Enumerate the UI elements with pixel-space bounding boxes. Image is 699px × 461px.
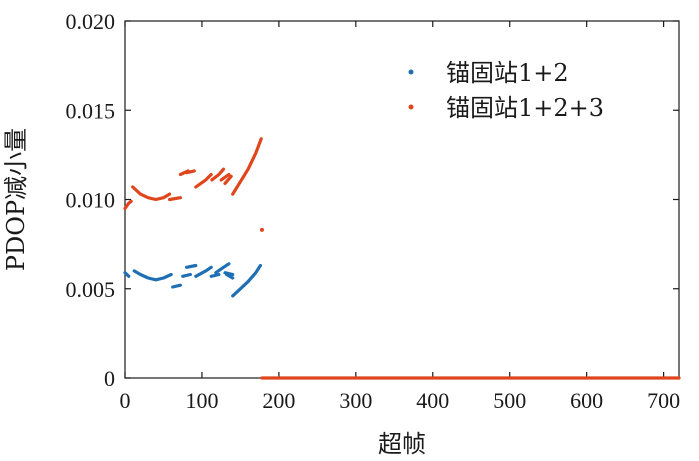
x-tick-label: 700 — [647, 388, 680, 413]
x-tick-label: 100 — [185, 388, 218, 413]
axes: 0 100 200 300 400 500 600 700 0 0.005 0.010 0.015 0.… — [66, 9, 681, 413]
data-segment — [123, 199, 133, 210]
x-tick-label: 300 — [339, 388, 372, 413]
x-tick-label: 0 — [120, 388, 131, 413]
data-segment — [168, 196, 182, 202]
legend-marker — [408, 69, 414, 75]
series-1 — [123, 262, 262, 298]
data-segment — [171, 283, 182, 289]
plot-area — [123, 137, 681, 380]
data-segment — [231, 263, 262, 298]
data-segment — [214, 262, 231, 275]
legend-marker — [408, 104, 414, 110]
y-tick-label: 0 — [104, 366, 115, 391]
data-segment — [131, 185, 172, 202]
x-tick-label: 600 — [570, 388, 603, 413]
y-tick-label: 0.015 — [66, 98, 116, 123]
data-segment — [132, 269, 173, 282]
data-point — [259, 227, 264, 232]
data-segment — [231, 137, 263, 196]
y-tick-label: 0.020 — [66, 9, 116, 34]
data-segment — [225, 272, 235, 280]
data-segment — [185, 169, 196, 175]
data-segment — [223, 174, 233, 185]
data-segment — [210, 167, 226, 182]
legend-entry-label: 锚固站1+2 — [446, 59, 569, 87]
legend-entry-label: 锚固站1+2+3 — [446, 94, 604, 122]
data-segment — [194, 265, 213, 278]
series-2 — [123, 137, 681, 380]
x-tick-label: 400 — [416, 388, 449, 413]
x-tick-label: 200 — [262, 388, 295, 413]
y-tick-label: 0.005 — [66, 277, 116, 302]
x-tick-label: 500 — [493, 388, 526, 413]
data-segment — [209, 272, 221, 278]
legend: 锚固站1+2 锚固站1+2+3 — [408, 59, 604, 122]
data-segment — [219, 172, 231, 182]
y-tick-label: 0.010 — [66, 188, 116, 213]
data-segment — [185, 263, 198, 269]
data-segment — [194, 172, 213, 189]
data-segment — [123, 271, 131, 278]
y-axis-label: PDOP减小量 — [2, 128, 30, 271]
data-segment — [181, 272, 192, 278]
plot-frame — [124, 20, 680, 379]
x-axis-label: 超帧 — [378, 430, 426, 458]
